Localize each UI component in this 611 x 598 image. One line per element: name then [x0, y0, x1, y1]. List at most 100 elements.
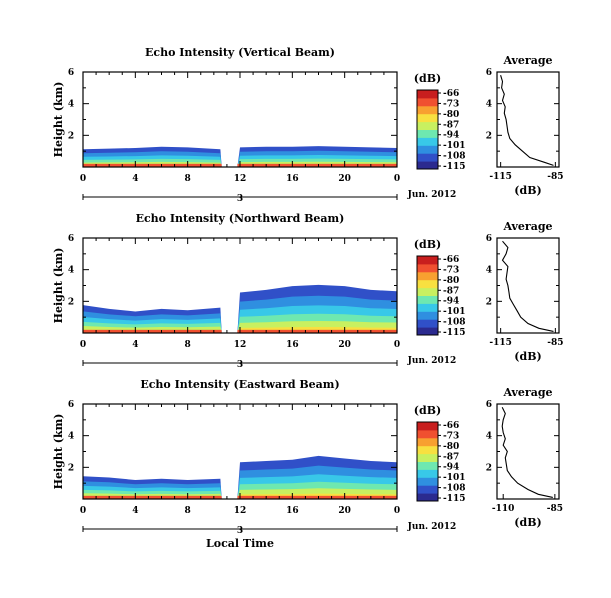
colorbar-tick-label: -66: [443, 255, 459, 265]
average-title: Average: [502, 386, 552, 399]
x-tick-label: 20: [338, 340, 351, 350]
colorbar-swatch: [417, 287, 438, 296]
y-tick-label: 2: [68, 131, 74, 141]
colorbar-tick-label: -66: [443, 89, 459, 99]
y-axis-label: Height (km): [52, 248, 65, 324]
date-marker: 3: [237, 360, 243, 370]
colorbar-tick-label: -94: [443, 131, 459, 141]
colorbar-swatch: [417, 153, 438, 162]
colorbar-tick-label: -87: [443, 120, 459, 130]
upper-echo: [119, 411, 128, 417]
colorbar-swatch: [417, 90, 438, 99]
colorbar-swatch: [417, 271, 438, 281]
x-tick-label: 0: [394, 506, 400, 516]
colorbar-tick-label: -80: [443, 276, 459, 286]
colorbar-tick-label: -108: [443, 484, 466, 494]
y-tick-label: 6: [68, 68, 74, 78]
colorbar-swatch: [417, 113, 438, 123]
colorbar-swatch: [417, 137, 438, 146]
average-x-tick-label: -85: [547, 504, 563, 514]
colorbar-swatch: [417, 129, 438, 138]
x-tick-label: 4: [132, 174, 138, 184]
panel-title: Echo Intensity (Eastward Beam): [140, 378, 339, 391]
average-x-axis-label: (dB): [514, 516, 541, 529]
x-tick-label: 16: [286, 174, 299, 184]
average-profile-line: [500, 75, 554, 166]
colorbar-frame: [416, 89, 439, 170]
x-tick-label: 12: [234, 506, 247, 516]
y-tick-label: 6: [68, 400, 74, 410]
average-x-axis-label: (dB): [514, 350, 541, 363]
date-label: Jun. 2012: [407, 522, 457, 532]
colorbar-frame: [416, 421, 439, 502]
colorbar-tick-label: -101: [443, 473, 466, 483]
colorbar-tick-label: -115: [443, 162, 466, 172]
colorbar-swatch: [417, 327, 438, 336]
colorbar-swatch: [417, 493, 438, 502]
date-marker: 3: [237, 526, 243, 536]
ground-echo: [83, 329, 222, 333]
average-y-tick-label: 2: [486, 131, 492, 141]
y-tick-label: 4: [68, 432, 74, 442]
x-tick-label: 4: [132, 340, 138, 350]
colorbar-tick-label: -73: [443, 99, 459, 109]
colorbar-swatch: [417, 469, 438, 478]
upper-echo: [338, 241, 353, 250]
colorbar-tick-label: -115: [443, 494, 466, 504]
colorbar-swatch: [417, 121, 438, 130]
colorbar-tick-label: -87: [443, 286, 459, 296]
x-tick-label: 0: [80, 340, 86, 350]
x-tick-label: 8: [185, 174, 191, 184]
y-axis-label: Height (km): [52, 414, 65, 490]
average-title: Average: [502, 54, 552, 67]
x-tick-label: 0: [394, 174, 400, 184]
panel-title: Echo Intensity (Vertical Beam): [145, 46, 335, 59]
ground-echo: [83, 495, 222, 499]
colorbar-tick-label: -101: [443, 141, 466, 151]
colorbar-tick-label: -66: [443, 421, 459, 431]
upper-echo: [365, 407, 375, 416]
panel-2: Echo Intensity (Northward Beam)0 4 8 12 16 20…: [52, 212, 563, 370]
upper-echo: [318, 419, 358, 433]
colorbar-tick-label: -87: [443, 452, 459, 462]
colorbar-tick-label: -108: [443, 152, 466, 162]
colorbar-swatch: [417, 319, 438, 328]
average-x-tick-label: -115: [489, 338, 512, 348]
upper-echo: [93, 242, 129, 248]
colorbar-swatch: [417, 445, 438, 455]
ground-echo: [237, 163, 397, 167]
average-y-tick-label: 6: [486, 400, 492, 410]
heatmap: [83, 407, 397, 499]
x-tick-label: 8: [185, 340, 191, 350]
colorbar-swatch: [417, 461, 438, 470]
upper-echo: [111, 276, 138, 283]
colorbar-swatch: [417, 477, 438, 486]
average-x-tick-label: -110: [492, 504, 515, 514]
x-tick-label: 0: [80, 174, 86, 184]
y-tick-label: 4: [68, 266, 74, 276]
colorbar-swatch: [417, 485, 438, 494]
colorbar-tick-label: -94: [443, 297, 459, 307]
date-marker: 3: [237, 194, 243, 204]
y-axis-label: Height (km): [52, 82, 65, 158]
average-title: Average: [502, 220, 552, 233]
colorbar-swatch: [417, 256, 438, 265]
x-tick-label: 20: [338, 174, 351, 184]
colorbar-swatch: [417, 161, 438, 170]
colorbar-tick-label: -101: [443, 307, 466, 317]
colorbar-swatch: [417, 437, 438, 447]
colorbar-swatch: [417, 97, 438, 107]
y-tick-label: 4: [68, 100, 74, 110]
x-tick-label: 12: [234, 174, 247, 184]
colorbar-tick-label: -108: [443, 318, 466, 328]
colorbar-tick-label: -73: [443, 265, 459, 275]
panel-title: Echo Intensity (Northward Beam): [136, 212, 345, 225]
y-tick-label: 6: [68, 234, 74, 244]
colorbar-swatch: [417, 263, 438, 273]
x-tick-label: 8: [185, 506, 191, 516]
upper-echo: [86, 263, 103, 269]
colorbar-tick-label: -94: [443, 463, 459, 473]
ground-echo: [237, 329, 397, 333]
average-y-tick-label: 4: [486, 266, 492, 276]
colorbar-swatch: [417, 295, 438, 304]
